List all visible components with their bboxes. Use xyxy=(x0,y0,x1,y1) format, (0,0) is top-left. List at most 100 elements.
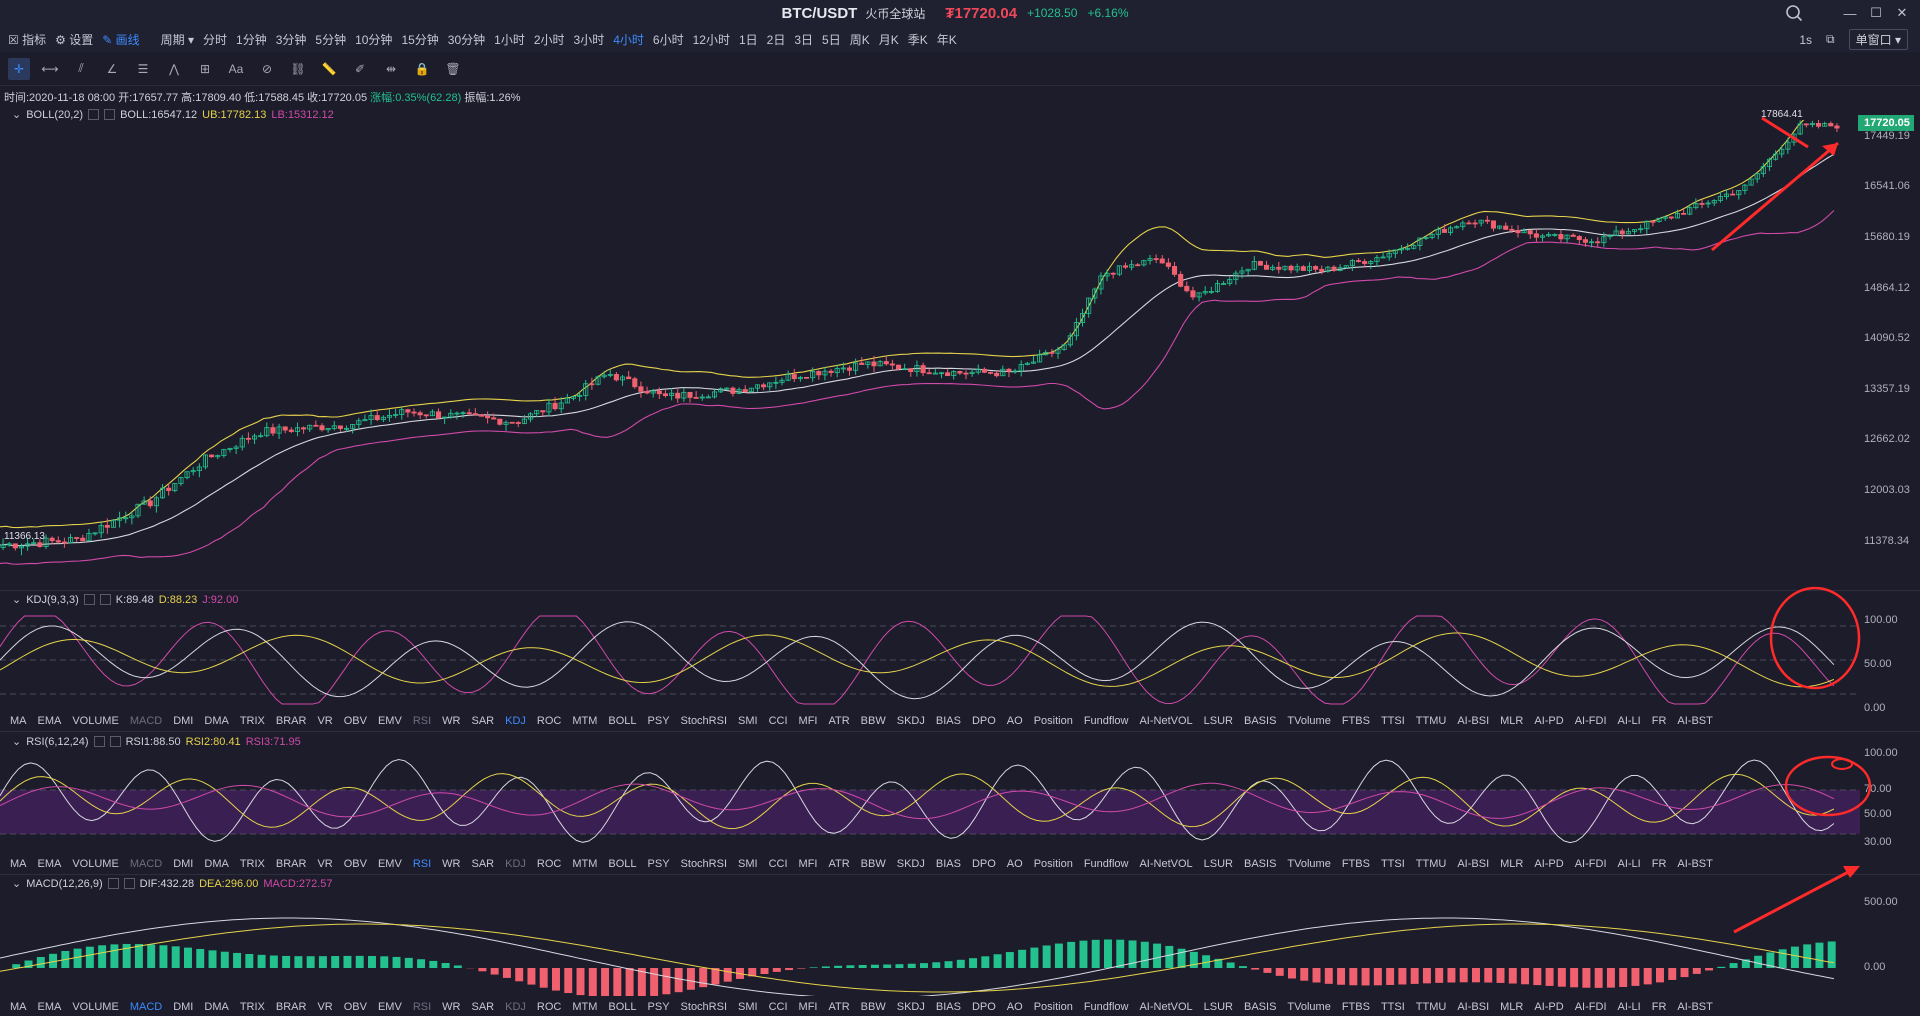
indicator-tab-obv[interactable]: OBV xyxy=(343,858,367,870)
indicator-tab-cci[interactable]: CCI xyxy=(768,858,788,870)
indicator-tab-rsi[interactable]: RSI xyxy=(412,715,432,727)
indicator-tab-vr[interactable]: VR xyxy=(317,715,333,727)
indicator-tab-mfi[interactable]: MFI xyxy=(798,858,818,870)
indicator-tab-skdj[interactable]: SKDJ xyxy=(896,715,925,727)
collapse-icon[interactable]: ⌄ xyxy=(12,736,22,748)
indicator-tab-skdj[interactable]: SKDJ xyxy=(896,858,925,870)
period-15[interactable]: 3日 xyxy=(794,32,814,47)
indicator-tab-cci[interactable]: CCI xyxy=(768,1001,788,1013)
indicator-tab-stochrsi[interactable]: StochRSI xyxy=(680,715,728,727)
indicator-tab-stochrsi[interactable]: StochRSI xyxy=(680,858,728,870)
indicator-tab-lsur[interactable]: LSUR xyxy=(1203,715,1233,727)
indicator-tab-macd[interactable]: MACD xyxy=(129,715,163,727)
period-8[interactable]: 2小时 xyxy=(533,32,565,47)
indicator-tab-dpo[interactable]: DPO xyxy=(971,858,996,870)
indicator-tab-ttmu[interactable]: TTMU xyxy=(1415,858,1447,870)
indicator-tab-ftbs[interactable]: FTBS xyxy=(1341,715,1370,727)
indicator-tab-bbw[interactable]: BBW xyxy=(860,1001,886,1013)
indicator-button[interactable]: ☒ 指标 xyxy=(8,32,47,47)
text-tool-icon[interactable]: Aa xyxy=(228,61,244,76)
period-14[interactable]: 2日 xyxy=(766,32,786,47)
indicator-tab-brar[interactable]: BRAR xyxy=(275,858,307,870)
indicator-tab-ai-li[interactable]: AI-LI xyxy=(1617,858,1641,870)
indicator-tab-ttsi[interactable]: TTSI xyxy=(1380,715,1405,727)
indicator-tab-boll[interactable]: BOLL xyxy=(608,858,637,870)
indicator-tab-atr[interactable]: ATR xyxy=(828,715,850,727)
settings-button[interactable]: ⚙ 设置 xyxy=(55,32,94,47)
wave-tool-icon[interactable]: ⋀ xyxy=(169,61,179,76)
indicator-tab-ttmu[interactable]: TTMU xyxy=(1415,715,1447,727)
indicator-tab-ttsi[interactable]: TTSI xyxy=(1380,858,1405,870)
settings-icon[interactable] xyxy=(83,594,95,605)
indicator-tab-skdj[interactable]: SKDJ xyxy=(896,1001,925,1013)
indicator-tab-sar[interactable]: SAR xyxy=(471,715,495,727)
indicator-tab-obv[interactable]: OBV xyxy=(343,1001,367,1013)
indicator-tab-tvolume[interactable]: TVolume xyxy=(1287,715,1331,727)
indicator-tab-ai-li[interactable]: AI-LI xyxy=(1617,1001,1641,1013)
indicator-tab-ai-fdi[interactable]: AI-FDI xyxy=(1574,858,1607,870)
indicator-tab-wr[interactable]: WR xyxy=(442,715,461,727)
period-3[interactable]: 5分钟 xyxy=(315,32,347,47)
indicator-tab-wr[interactable]: WR xyxy=(442,858,461,870)
interval-display[interactable]: 1s xyxy=(1799,32,1813,47)
period-7[interactable]: 1小时 xyxy=(494,32,525,47)
indicator-tab-ai-bst[interactable]: AI-BST xyxy=(1677,715,1713,727)
indicator-tab-ai-bsi[interactable]: AI-BSI xyxy=(1457,715,1490,727)
collapse-icon[interactable]: ⌄ xyxy=(12,109,22,121)
kdj-chart[interactable] xyxy=(0,604,1860,714)
collapse-icon[interactable]: ⌄ xyxy=(12,594,22,606)
rsi-chart[interactable] xyxy=(0,746,1860,856)
collapse-icon[interactable]: ⌄ xyxy=(12,878,22,890)
indicator-tab-position[interactable]: Position xyxy=(1033,858,1073,870)
indicator-tab-ai-fdi[interactable]: AI-FDI xyxy=(1574,1001,1607,1013)
indicator-tab-brar[interactable]: BRAR xyxy=(275,1001,307,1013)
indicator-tab-atr[interactable]: ATR xyxy=(828,1001,850,1013)
indicator-tab-ao[interactable]: AO xyxy=(1006,1001,1023,1013)
indicator-tab-lsur[interactable]: LSUR xyxy=(1203,858,1233,870)
indicator-tab-emv[interactable]: EMV xyxy=(377,858,402,870)
period-16[interactable]: 5日 xyxy=(822,32,841,47)
indicator-tab-tvolume[interactable]: TVolume xyxy=(1287,858,1331,870)
indicator-tab-brar[interactable]: BRAR xyxy=(275,715,307,727)
indicator-tab-ema[interactable]: EMA xyxy=(37,1001,62,1013)
indicator-tab-ao[interactable]: AO xyxy=(1006,715,1023,727)
minimize-icon[interactable]: — xyxy=(1843,5,1857,21)
indicator-tab-bias[interactable]: BIAS xyxy=(935,858,961,870)
indicator-tab-smi[interactable]: SMI xyxy=(738,858,758,870)
indicator-tab-ai-bst[interactable]: AI-BST xyxy=(1677,858,1713,870)
indicator-tab-roc[interactable]: ROC xyxy=(536,858,562,870)
indicator-tab-mlr[interactable]: MLR xyxy=(1500,715,1524,727)
shape-tool-icon[interactable]: ⊞ xyxy=(199,61,211,76)
measure-tool-icon[interactable]: ⇹ xyxy=(385,61,397,76)
indicator-tab-dma[interactable]: DMA xyxy=(204,1001,229,1013)
indicator-tab-volume[interactable]: VOLUME xyxy=(72,1001,119,1013)
period-20[interactable]: 年K xyxy=(936,32,957,47)
indicator-tab-bias[interactable]: BIAS xyxy=(935,1001,961,1013)
indicator-tab-stochrsi[interactable]: StochRSI xyxy=(680,1001,728,1013)
indicator-tab-trix[interactable]: TRIX xyxy=(239,715,265,727)
maximize-icon[interactable]: ☐ xyxy=(1870,5,1882,20)
indicator-tab-atr[interactable]: ATR xyxy=(828,858,850,870)
period-10[interactable]: 4小时 xyxy=(613,32,644,47)
indicator-tab-ao[interactable]: AO xyxy=(1006,858,1023,870)
indicator-tab-vr[interactable]: VR xyxy=(317,1001,333,1013)
indicator-tab-smi[interactable]: SMI xyxy=(738,1001,758,1013)
indicator-tab-trix[interactable]: TRIX xyxy=(239,1001,265,1013)
indicator-tab-dpo[interactable]: DPO xyxy=(971,715,996,727)
indicator-tab-mtm[interactable]: MTM xyxy=(572,858,598,870)
indicator-tab-dma[interactable]: DMA xyxy=(204,715,229,727)
period-11[interactable]: 6小时 xyxy=(652,32,684,47)
period-4[interactable]: 10分钟 xyxy=(355,32,393,47)
macd-chart[interactable] xyxy=(0,888,1860,996)
indicator-tab-ma[interactable]: MA xyxy=(10,715,27,727)
indicator-tab-ai-netvol[interactable]: AI-NetVOL xyxy=(1139,858,1193,870)
indicator-tab-dmi[interactable]: DMI xyxy=(173,715,194,727)
indicator-tab-mtm[interactable]: MTM xyxy=(572,1001,598,1013)
candlestick-chart[interactable] xyxy=(0,120,1860,590)
indicator-tab-ai-netvol[interactable]: AI-NetVOL xyxy=(1139,1001,1193,1013)
indicator-tab-ttsi[interactable]: TTSI xyxy=(1380,1001,1405,1013)
indicator-tab-tvolume[interactable]: TVolume xyxy=(1287,1001,1331,1013)
indicator-tab-wr[interactable]: WR xyxy=(442,1001,461,1013)
trash-tool-icon[interactable]: 🗑 xyxy=(445,61,461,76)
indicator-tab-psy[interactable]: PSY xyxy=(647,858,670,870)
